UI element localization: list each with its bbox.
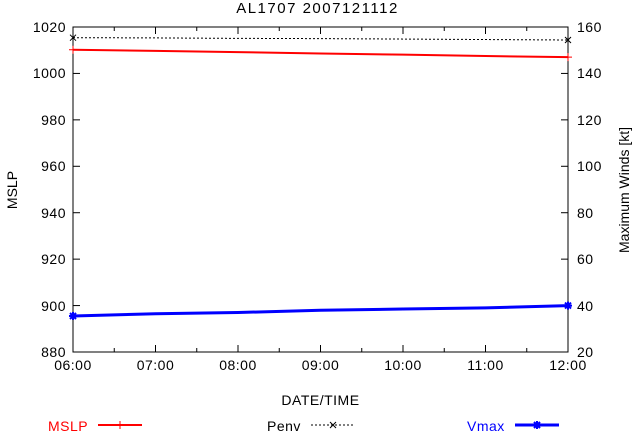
x-tick-label: 06:00 [54,357,92,373]
y-left-tick-label: 900 [41,297,66,314]
cross-marker [69,34,77,42]
y-left-tick-label: 880 [41,344,66,360]
y-right-tick-label: 100 [577,158,602,175]
asterisk-marker [69,312,77,321]
x-tick-label: 09:00 [301,357,340,373]
plus-marker [116,420,125,429]
y-right-tick-label: 20 [577,344,594,360]
plus-marker [69,45,77,54]
x-tick-label: 07:00 [136,357,175,373]
legend-sample-svg [310,421,355,428]
x-axis-title: DATE/TIME [281,392,360,408]
plot-border [72,26,569,353]
legend-label-penv: Penv [267,418,301,434]
y-right-tick-label: 40 [577,297,594,314]
y-left-tick-label: 940 [41,204,66,221]
legend-item-vmax: Vmax [467,418,560,434]
series-line-mslp [72,48,569,59]
legend-label-vmax: Vmax [467,418,505,434]
legend-line-sample-vmax [514,418,560,435]
y-axis-right-title: Maximum Winds [kt] [616,126,632,254]
legend-item-penv: Penv [267,418,356,434]
x-tick-label: 10:00 [384,357,422,373]
legend-label-mslp: MSLP [48,418,89,434]
y-right-tick-label: 160 [577,19,602,35]
cross-marker [329,421,337,428]
y-left-tick-label: 980 [41,111,66,128]
chart-title: AL1707 2007121112 [236,0,399,17]
x-tick-label: 11:00 [467,357,504,373]
y-right-tick-label: 120 [577,111,602,128]
series-line-vmax [72,304,569,318]
y-left-tick-label: 1020 [32,19,66,35]
y-axis-left-title: MSLP [4,170,20,210]
y-left-tick-label: 1000 [32,65,66,82]
y-right-tick-label: 60 [577,251,594,268]
x-tick-label: 12:00 [549,357,587,373]
asterisk-marker [564,301,572,310]
legend-sample-svg [98,420,143,429]
y-left-tick-label: 920 [41,251,66,268]
legend-line-sample-mslp [97,418,143,435]
y-left-tick-label: 960 [41,158,66,175]
legend-sample-svg [514,420,559,429]
legend-line-sample-penv [310,418,356,435]
legend-item-mslp: MSLP [48,418,143,434]
cross-marker [564,36,572,44]
series-line-penv [72,37,569,41]
y-right-tick-label: 80 [577,204,594,221]
asterisk-marker [532,420,541,429]
y-right-tick-label: 140 [577,65,602,82]
x-tick-label: 08:00 [219,357,257,373]
plus-marker [564,53,572,62]
